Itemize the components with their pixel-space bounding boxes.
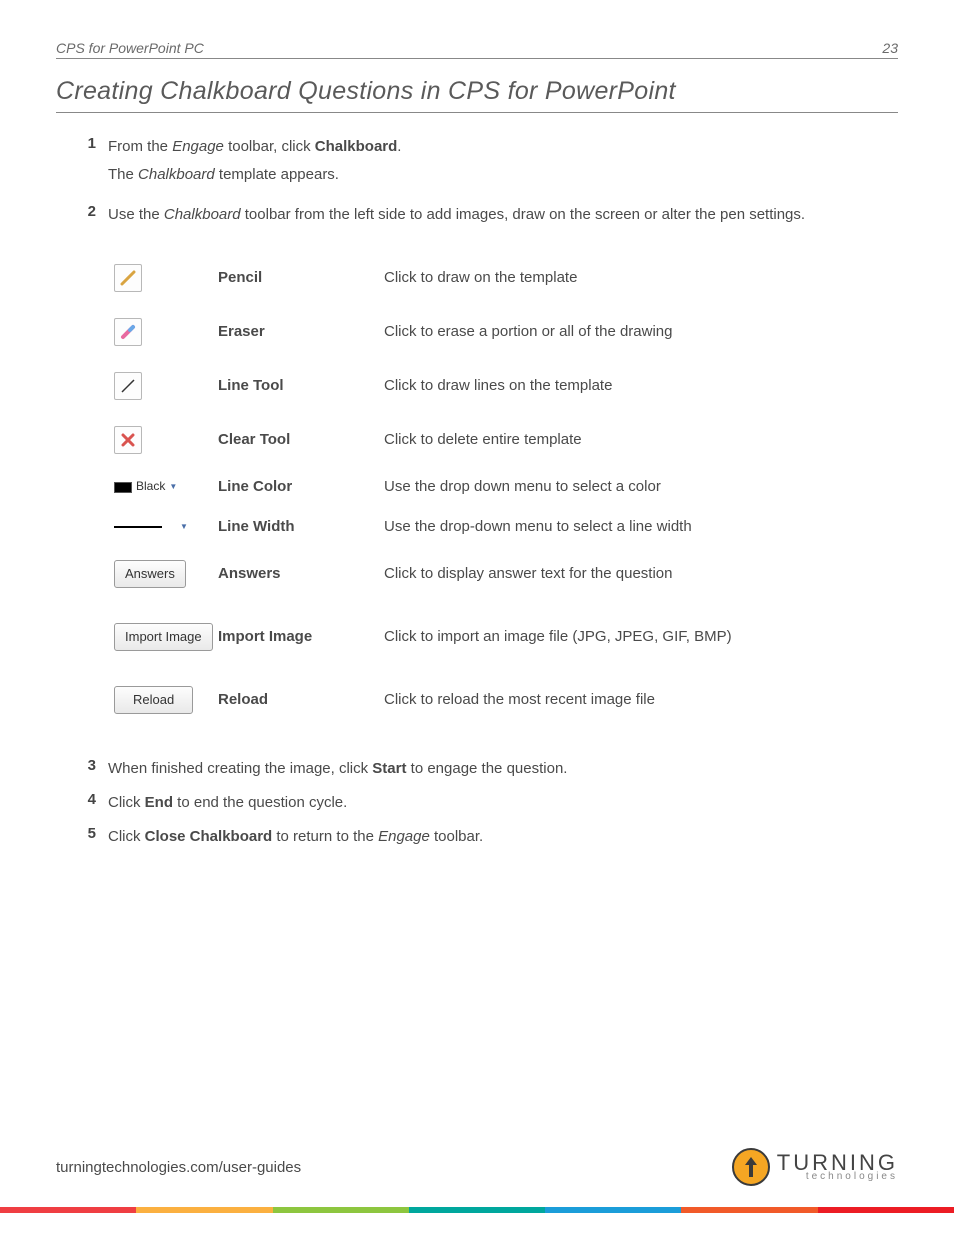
- step-body: Use the Chalkboard toolbar from the left…: [108, 203, 898, 745]
- step-number: 4: [80, 791, 108, 819]
- doc-title: CPS for PowerPoint PC: [56, 40, 204, 56]
- logo-badge-icon: [731, 1147, 771, 1187]
- chevron-down-icon: ▼: [180, 521, 188, 534]
- tool-row-eraser: Eraser Click to erase a portion or all o…: [114, 305, 898, 359]
- step-number: 5: [80, 825, 108, 853]
- tool-desc: Use the drop down menu to select a color: [384, 475, 898, 499]
- section-title: Creating Chalkboard Questions in CPS for…: [56, 77, 898, 113]
- tool-desc: Use the drop-down menu to select a line …: [384, 515, 898, 539]
- line-width-dropdown[interactable]: ▼: [114, 521, 188, 534]
- steps-list: 1 From the Engage toolbar, click Chalkbo…: [56, 135, 898, 853]
- step-3: 3 When finished creating the image, clic…: [80, 757, 898, 785]
- tool-icon-cell: Reload: [114, 686, 218, 715]
- tool-desc: Click to draw on the template: [384, 266, 898, 290]
- tool-row-reload: Reload Reload Click to reload the most r…: [114, 673, 898, 727]
- tool-row-pencil: Pencil Click to draw on the template: [114, 251, 898, 305]
- stripe-segment: [136, 1207, 272, 1213]
- line-width-sample-icon: [114, 526, 162, 528]
- tool-desc: Click to reload the most recent image fi…: [384, 688, 898, 712]
- tool-desc: Click to import an image file (JPG, JPEG…: [384, 625, 898, 649]
- tool-name: Line Width: [218, 515, 384, 539]
- logo-text-small: technologies: [777, 1172, 898, 1181]
- answers-button[interactable]: Answers: [114, 560, 186, 589]
- tool-desc: Click to delete entire template: [384, 428, 898, 452]
- import-image-button[interactable]: Import Image: [114, 623, 213, 652]
- stripe-segment: [818, 1207, 954, 1213]
- chevron-down-icon: ▼: [169, 481, 177, 494]
- page-header: CPS for PowerPoint PC 23: [56, 40, 898, 59]
- eraser-icon[interactable]: [114, 318, 142, 346]
- tool-name: Pencil: [218, 266, 384, 290]
- tool-name: Line Tool: [218, 374, 384, 398]
- tool-name: Reload: [218, 688, 384, 712]
- tool-desc: Click to erase a portion or all of the d…: [384, 320, 898, 344]
- selected-color-label: Black: [136, 477, 165, 496]
- brand-logo: TURNING technologies: [731, 1147, 898, 1187]
- step-body: From the Engage toolbar, click Chalkboar…: [108, 135, 898, 191]
- step-1: 1 From the Engage toolbar, click Chalkbo…: [80, 135, 898, 191]
- stripe-segment: [409, 1207, 545, 1213]
- step-number: 1: [80, 135, 108, 191]
- tool-icon-cell: Black ▼: [114, 477, 218, 496]
- tool-icon-cell: Answers: [114, 560, 218, 589]
- color-swatch-icon: [114, 482, 132, 493]
- tool-icon-cell: Import Image: [114, 623, 218, 652]
- tool-row-import-image: Import Image Import Image Click to impor…: [114, 601, 898, 673]
- pencil-icon[interactable]: [114, 264, 142, 292]
- stripe-segment: [681, 1207, 817, 1213]
- tool-row-clear-tool: Clear Tool Click to delete entire templa…: [114, 413, 898, 467]
- step-4: 4 Click End to end the question cycle.: [80, 791, 898, 819]
- tool-row-line-color: Black ▼ Line Color Use the drop down men…: [114, 467, 898, 507]
- tool-desc: Click to display answer text for the que…: [384, 562, 898, 586]
- brand-stripe: [0, 1207, 954, 1213]
- tool-row-answers: Answers Answers Click to display answer …: [114, 547, 898, 601]
- step-2: 2 Use the Chalkboard toolbar from the le…: [80, 203, 898, 745]
- tool-row-line-width: ▼ Line Width Use the drop-down menu to s…: [114, 507, 898, 547]
- step-5: 5 Click Close Chalkboard to return to th…: [80, 825, 898, 853]
- logo-text: TURNING technologies: [777, 1153, 898, 1182]
- page-number: 23: [882, 40, 898, 56]
- reload-button[interactable]: Reload: [114, 686, 193, 715]
- tool-name: Answers: [218, 562, 384, 586]
- tool-desc: Click to draw lines on the template: [384, 374, 898, 398]
- step-number: 3: [80, 757, 108, 785]
- tool-name: Import Image: [218, 625, 384, 649]
- tool-icon-cell: [114, 372, 218, 400]
- tool-icon-cell: [114, 426, 218, 454]
- tool-name: Line Color: [218, 475, 384, 499]
- tool-name: Eraser: [218, 320, 384, 344]
- step-body: Click Close Chalkboard to return to the …: [108, 825, 898, 853]
- tool-name: Clear Tool: [218, 428, 384, 452]
- tool-table: Pencil Click to draw on the template Era…: [114, 251, 898, 727]
- stripe-segment: [0, 1207, 136, 1213]
- stripe-segment: [273, 1207, 409, 1213]
- step-number: 2: [80, 203, 108, 745]
- logo-text-big: TURNING: [777, 1153, 898, 1173]
- step-body: When finished creating the image, click …: [108, 757, 898, 785]
- tool-row-line-tool: Line Tool Click to draw lines on the tem…: [114, 359, 898, 413]
- stripe-segment: [545, 1207, 681, 1213]
- line-color-dropdown[interactable]: Black ▼: [114, 477, 177, 496]
- footer-url: turningtechnologies.com/user-guides: [56, 1159, 301, 1176]
- step-body: Click End to end the question cycle.: [108, 791, 898, 819]
- tool-icon-cell: ▼: [114, 521, 218, 534]
- page-footer: turningtechnologies.com/user-guides TURN…: [56, 1147, 898, 1187]
- tool-icon-cell: [114, 264, 218, 292]
- line-tool-icon[interactable]: [114, 372, 142, 400]
- clear-tool-icon[interactable]: [114, 426, 142, 454]
- tool-icon-cell: [114, 318, 218, 346]
